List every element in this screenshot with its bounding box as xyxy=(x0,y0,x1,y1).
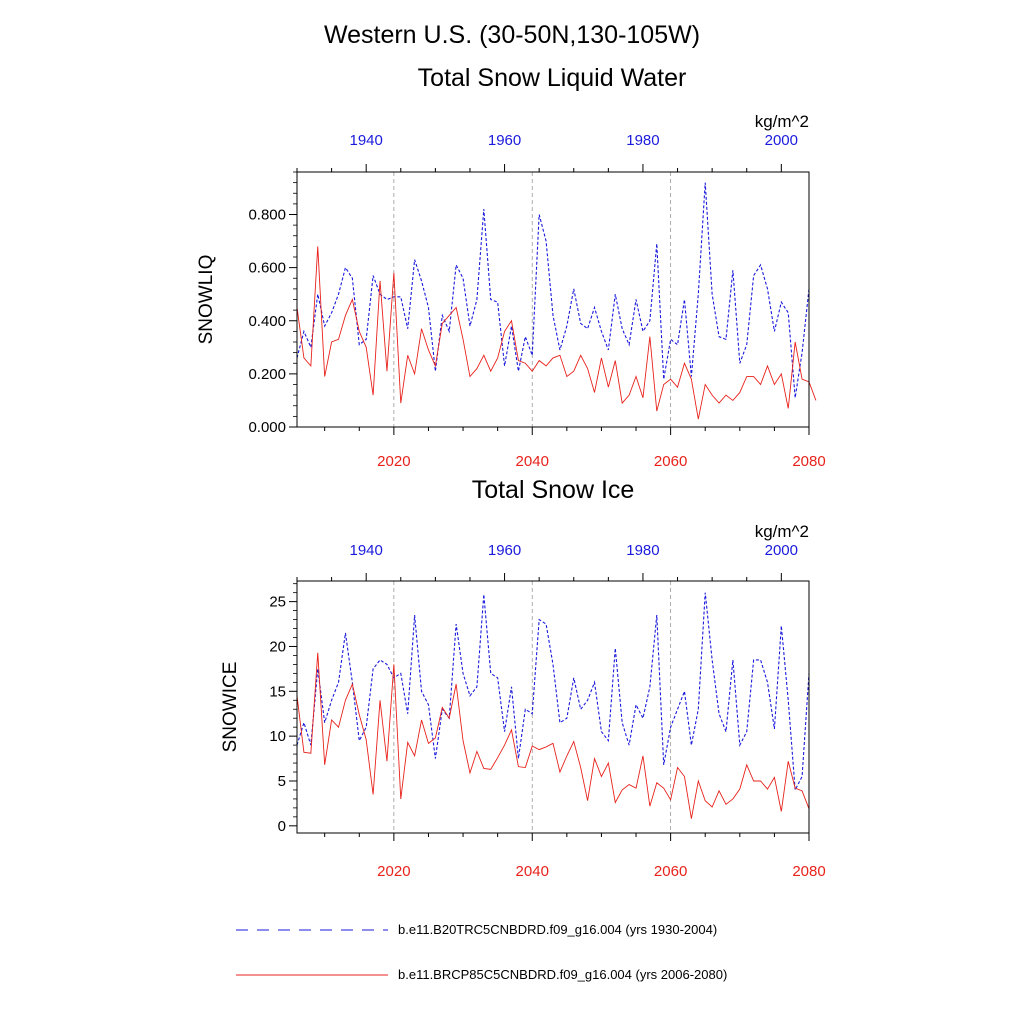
chart-title: Total Snow Liquid Water xyxy=(418,64,687,92)
x-bottom-tick-label: 2080 xyxy=(792,863,825,880)
x-top-tick-label: 2000 xyxy=(765,542,798,559)
y-tick-label: 20 xyxy=(269,638,286,655)
x-bottom-tick-label: 2060 xyxy=(654,863,687,880)
units-label: kg/m^2 xyxy=(755,112,809,131)
y-tick-label: 0.600 xyxy=(248,260,286,277)
x-top-tick-label: 1940 xyxy=(350,132,383,149)
legend: b.e11.B20TRC5CNBDRD.f09_g16.004 (yrs 193… xyxy=(236,922,727,982)
x-top-tick-label: 1960 xyxy=(488,132,521,149)
y-axis-title: SNOWICE xyxy=(220,662,241,753)
x-top-tick-label: 2000 xyxy=(765,132,798,149)
x-top-tick-label: 1940 xyxy=(350,542,383,559)
x-top-tick-label: 1960 xyxy=(488,542,521,559)
series-line-historical xyxy=(296,592,810,792)
series-line-historical xyxy=(296,182,810,398)
panels: Total Snow Liquid Water kg/m^2 0.000 0.200 0… xyxy=(196,64,826,880)
x-bottom-tick-label: 2080 xyxy=(792,453,825,470)
x-bottom-tick-label: 2020 xyxy=(377,453,410,470)
y-tick-label: 0.000 xyxy=(248,419,286,436)
figure-title: Western U.S. (30-50N,130-105W) xyxy=(324,21,700,49)
units-label: kg/m^2 xyxy=(755,522,809,541)
series-line-future xyxy=(296,652,810,819)
y-tick-label: 0.400 xyxy=(248,313,286,330)
x-bottom-tick-label: 2040 xyxy=(516,863,549,880)
y-tick-label: 15 xyxy=(269,683,286,700)
x-top-tick-label: 1980 xyxy=(626,542,659,559)
y-tick-label: 0.200 xyxy=(248,366,286,383)
y-tick-label: 25 xyxy=(269,594,286,611)
y-tick-label: 0.800 xyxy=(248,207,286,224)
x-bottom-tick-label: 2040 xyxy=(516,453,549,470)
legend-label: b.e11.B20TRC5CNBDRD.f09_g16.004 (yrs 193… xyxy=(398,922,717,937)
legend-label: b.e11.BRCP85C5CNBDRD.f09_g16.004 (yrs 20… xyxy=(398,967,727,982)
x-bottom-tick-label: 2020 xyxy=(377,863,410,880)
y-tick-label: 5 xyxy=(278,773,286,790)
chart-panel-2: Total Snow Ice kg/m^2 0 5 10 15 20 25 SNOWICE 202… xyxy=(220,476,826,880)
chart-title: Total Snow Ice xyxy=(472,476,635,504)
plot-frame xyxy=(296,580,810,834)
series-line-future xyxy=(296,246,817,420)
x-top-tick-label: 1980 xyxy=(626,132,659,149)
y-tick-label: 10 xyxy=(269,728,286,745)
x-bottom-tick-label: 2060 xyxy=(654,453,687,470)
y-tick-label: 0 xyxy=(278,818,286,835)
chart-panel-1: Total Snow Liquid Water kg/m^2 0.000 0.200 0… xyxy=(196,64,826,470)
y-axis-title: SNOWLIQ xyxy=(196,255,217,345)
